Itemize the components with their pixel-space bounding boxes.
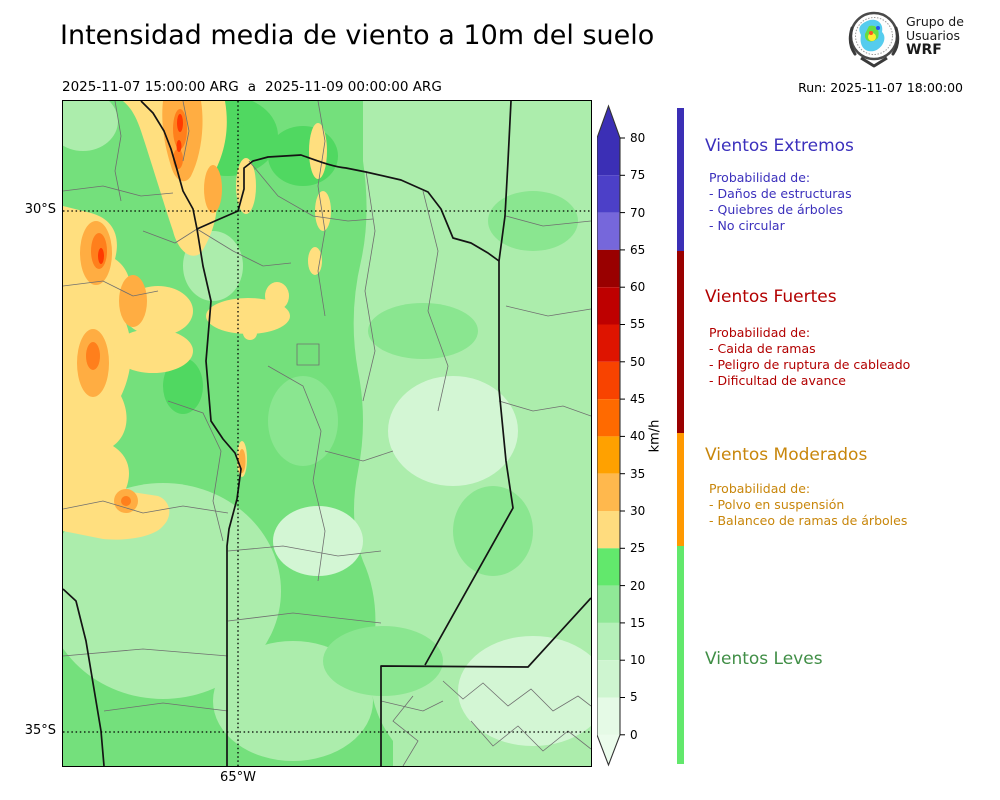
- colorbar-ticks: [620, 137, 625, 736]
- moderate-winds-accent-bar: [677, 433, 684, 546]
- period-separator: a: [247, 79, 257, 95]
- legend-item: - Quiebres de árboles: [709, 202, 844, 217]
- light-winds-title: Vientos Leves: [705, 649, 823, 669]
- legend-item: - Polvo en suspensión: [709, 497, 845, 512]
- moderate-winds-details: Probabilidad de: - Polvo en suspensión -…: [709, 481, 907, 529]
- graticule-lines: [63, 101, 591, 766]
- period-start: 2025-11-07 15:00:00 ARG: [62, 79, 239, 95]
- colorbar-tick-label: 80: [630, 131, 646, 145]
- strong-winds-title: Vientos Fuertes: [705, 287, 837, 307]
- lon-label-65w: 65°W: [220, 770, 256, 785]
- colorbar-tick-label: 45: [630, 392, 646, 406]
- wind-speed-colorbar: [597, 104, 625, 767]
- lat-label-30s: 30°S: [24, 202, 56, 217]
- wind-maxima-red-spots: [98, 114, 183, 264]
- calm-wind-patches: [273, 376, 591, 746]
- colorbar-tick-label: 40: [630, 429, 646, 443]
- strong-winds-accent-bar: [677, 251, 684, 433]
- lat-label-35s: 35°S: [24, 723, 56, 738]
- medium-green-patches: [268, 191, 578, 696]
- legend-item: - Peligro de ruptura de cableado: [709, 357, 911, 372]
- colorbar-unit-label: km/h: [647, 419, 663, 453]
- colorbar-tick-label: 50: [630, 355, 646, 369]
- colorbar-tick-label: 25: [630, 541, 646, 555]
- logo-line2: Usuarios: [906, 28, 961, 43]
- colorbar-tick-label: 65: [630, 243, 646, 257]
- colorbar-tick-label: 20: [630, 579, 646, 593]
- wind-map-svg: [63, 101, 591, 766]
- legend-item: - Balanceo de ramas de árboles: [709, 513, 908, 528]
- colorbar-tick-label: 55: [630, 317, 646, 331]
- colorbar-tick-label: 60: [630, 280, 646, 294]
- strong-winds-details: Probabilidad de: - Caida de ramas - Peli…: [709, 325, 910, 389]
- probability-header: Probabilidad de:: [709, 325, 811, 340]
- colorbar-tick-label: 35: [630, 467, 646, 481]
- extreme-winds-title: Vientos Extremos: [705, 136, 854, 156]
- extreme-winds-details: Probabilidad de: - Daños de estructuras …: [709, 170, 852, 234]
- extreme-winds-accent-bar: [677, 108, 684, 251]
- colorbar-tick-label: 10: [630, 653, 646, 667]
- wind-intensity-map: [62, 100, 592, 767]
- probability-header: Probabilidad de:: [709, 170, 811, 185]
- probability-header: Probabilidad de:: [709, 481, 811, 496]
- legend-item: - Caida de ramas: [709, 341, 816, 356]
- province-boundaries: [63, 101, 591, 766]
- logo-line3: WRF: [906, 42, 942, 58]
- colorbar-tick-label: 70: [630, 206, 646, 220]
- moderate-winds-title: Vientos Moderados: [705, 445, 868, 465]
- logo-text: Grupo de Usuarios WRF: [906, 14, 964, 58]
- legend-item: - Daños de estructuras: [709, 186, 852, 201]
- valid-period: 2025-11-07 15:00:00 ARG a 2025-11-09 00:00…: [62, 79, 442, 95]
- colorbar-tick-label: 15: [630, 616, 646, 630]
- logo-line1: Grupo de: [906, 14, 964, 29]
- globe-emblem-icon: [848, 11, 900, 68]
- page-title: Intensidad media de viento a 10m del sue…: [60, 20, 655, 51]
- wrf-users-group-logo: Grupo de Usuarios WRF: [848, 8, 998, 72]
- colorbar-tick-label: 75: [630, 168, 646, 182]
- legend-item: - Dificultad de avance: [709, 373, 846, 388]
- legend-item: - No circular: [709, 218, 785, 233]
- light-winds-accent-bar: [677, 546, 684, 764]
- department-boundaries: [63, 101, 591, 766]
- colorbar-tick-label: 30: [630, 504, 646, 518]
- period-end: 2025-11-09 00:00:00 ARG: [265, 79, 442, 95]
- run-timestamp: Run: 2025-11-07 18:00:00: [798, 80, 963, 95]
- colorbar-tick-label: 0: [630, 728, 638, 742]
- colorbar-tick-label: 5: [630, 690, 638, 704]
